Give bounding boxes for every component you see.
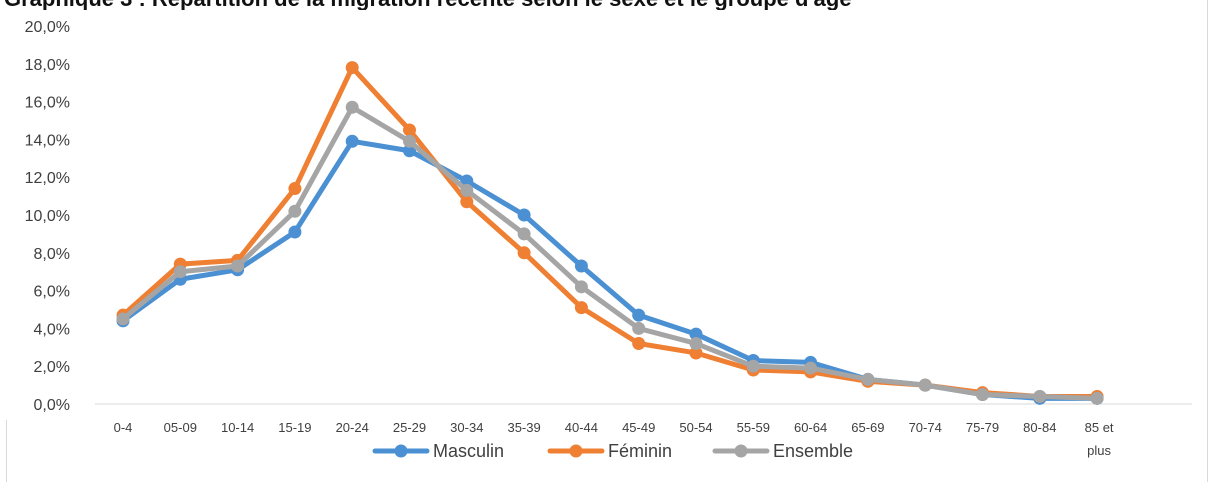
chart-title: Graphique 3 : Répartition de la migratio… <box>4 0 1204 10</box>
data-point-masculin <box>689 327 703 341</box>
y-tick-label: 20,0% <box>25 19 70 36</box>
x-tick-label-line: 70-74 <box>909 420 942 435</box>
x-tick-label: 65-69 <box>851 420 884 435</box>
x-tick-label: 0-4 <box>114 420 133 435</box>
x-tick-label-line: 05-09 <box>164 420 197 435</box>
data-point-feminin <box>345 61 359 75</box>
data-point-ensemble <box>1033 389 1047 403</box>
data-point-feminin <box>632 337 646 351</box>
x-tick-label-line: 25-29 <box>393 420 426 435</box>
x-tick-label: 30-34 <box>450 420 483 435</box>
x-tick-label: 35-39 <box>507 420 540 435</box>
y-tick-label: 10,0% <box>25 208 70 225</box>
x-tick-label-line: 40-44 <box>565 420 598 435</box>
y-tick-label: 0,0% <box>34 397 70 414</box>
x-tick-label-line: plus <box>1087 443 1111 458</box>
legend-label: Ensemble <box>773 441 853 461</box>
data-point-masculin <box>345 134 359 148</box>
data-point-ensemble <box>173 265 187 279</box>
y-tick-label: 16,0% <box>25 95 70 112</box>
legend-label: Féminin <box>608 441 672 461</box>
data-point-ensemble <box>976 388 989 402</box>
y-tick-label: 2,0% <box>34 359 70 376</box>
data-point-ensemble <box>632 321 646 335</box>
x-tick-label: 40-44 <box>565 420 598 435</box>
data-point-masculin <box>574 259 588 273</box>
legend-item-feminin: Féminin <box>547 441 672 461</box>
data-point-feminin <box>403 123 416 137</box>
x-tick-label: 50-54 <box>679 420 712 435</box>
x-tick-label: 05-09 <box>164 420 197 435</box>
legend-label: Masculin <box>433 441 504 461</box>
data-point-feminin <box>460 195 474 209</box>
y-tick-label: 8,0% <box>34 246 70 263</box>
x-tick-label-line: 0-4 <box>114 420 133 435</box>
x-tick-label-line: 60-64 <box>794 420 827 435</box>
x-tick-label: 45-49 <box>622 420 655 435</box>
y-tick-label: 6,0% <box>34 284 70 301</box>
data-point-ensemble <box>746 359 760 373</box>
x-tick-label-line: 45-49 <box>622 420 655 435</box>
data-point-masculin <box>517 208 531 222</box>
x-tick-label-line: 50-54 <box>679 420 712 435</box>
x-tick-label-line: 55-59 <box>737 420 770 435</box>
data-point-masculin <box>460 174 474 188</box>
legend-item-masculin: Masculin <box>372 441 504 461</box>
legend-marker <box>569 444 583 458</box>
x-tick-label: 70-74 <box>909 420 942 435</box>
series-line-ensemble <box>120 104 1100 401</box>
data-point-masculin <box>288 225 302 239</box>
data-point-feminin <box>574 301 588 315</box>
x-tick-label: 20-24 <box>336 420 369 435</box>
x-tick-label-line: 35-39 <box>507 420 540 435</box>
data-point-ensemble <box>231 259 245 273</box>
data-point-ensemble <box>517 227 531 241</box>
x-tick-label: 75-79 <box>966 420 999 435</box>
x-tick-label: 85 et plus <box>1085 420 1114 458</box>
x-tick-label-line: 65-69 <box>851 420 884 435</box>
x-tick-label-line: 15-19 <box>278 420 311 435</box>
y-tick-label: 14,0% <box>25 132 70 149</box>
data-point-feminin <box>517 246 531 260</box>
legend-marker <box>734 444 748 458</box>
x-tick-label-line: 85 et <box>1085 420 1114 435</box>
series-line-masculin <box>120 138 1100 401</box>
frame-border-left <box>6 420 7 482</box>
x-tick-label: 15-19 <box>278 420 311 435</box>
x-tick-label: 10-14 <box>221 420 254 435</box>
x-tick-label-line: 30-34 <box>450 420 483 435</box>
data-point-ensemble <box>574 280 588 294</box>
data-point-ensemble <box>861 372 875 386</box>
data-point-masculin <box>632 308 646 322</box>
x-tick-label-line: 20-24 <box>336 420 369 435</box>
x-tick-label: 60-64 <box>794 420 827 435</box>
series-line-feminin <box>120 65 1100 399</box>
data-point-masculin <box>403 144 416 158</box>
data-point-ensemble <box>403 134 416 148</box>
data-point-ensemble <box>116 312 130 326</box>
x-tick-label-line: 10-14 <box>221 420 254 435</box>
x-tick-label: 55-59 <box>737 420 770 435</box>
data-point-ensemble <box>460 183 474 197</box>
legend-item-ensemble: Ensemble <box>712 441 853 461</box>
y-tick-label: 12,0% <box>25 170 70 187</box>
data-point-ensemble <box>918 378 932 392</box>
y-tick-label: 18,0% <box>25 57 70 74</box>
x-tick-label-line: 75-79 <box>966 420 999 435</box>
data-point-ensemble <box>288 204 302 218</box>
y-tick-label: 4,0% <box>34 321 70 338</box>
x-tick-label-line: 80-84 <box>1023 420 1056 435</box>
x-tick-label: 25-29 <box>393 420 426 435</box>
x-tick-label: 80-84 <box>1023 420 1056 435</box>
legend-marker <box>394 444 408 458</box>
data-point-feminin <box>689 346 703 360</box>
data-point-ensemble <box>689 337 703 351</box>
data-point-ensemble <box>345 100 359 114</box>
data-point-ensemble <box>804 361 818 375</box>
data-point-feminin <box>288 182 302 196</box>
data-point-ensemble <box>1090 391 1104 405</box>
